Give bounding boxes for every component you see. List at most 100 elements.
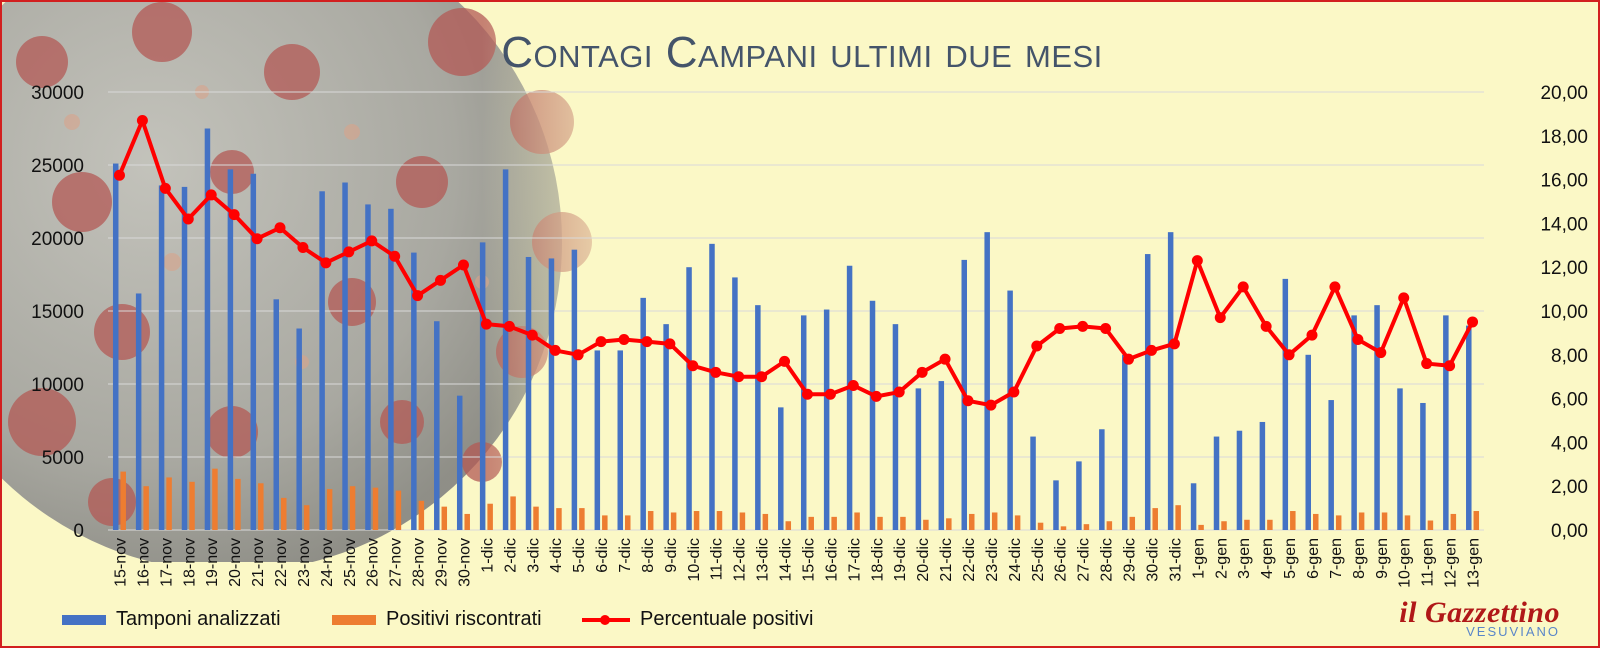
bar-positivi [1313, 513, 1319, 530]
bar-positivi [1106, 521, 1113, 530]
legend-swatch-orange [332, 614, 376, 625]
x-tick-label: 10-gen [1397, 538, 1414, 588]
bar-tamponi [869, 300, 876, 530]
bar-positivi [303, 505, 310, 530]
bar-positivi [946, 518, 952, 530]
bar-positivi [235, 478, 241, 530]
bar-positivi [1037, 522, 1044, 530]
point-percentuale [756, 371, 768, 383]
point-percentuale [664, 338, 676, 350]
bar-positivi [1060, 526, 1067, 530]
x-tick-label: 17-nov [158, 538, 175, 587]
bar-tamponi [984, 232, 990, 530]
x-tick-label: 25-nov [342, 538, 359, 587]
y-right-tick-label: 12,00 [1540, 258, 1588, 279]
coronavirus-background-image [2, 2, 642, 562]
point-percentuale [503, 320, 515, 332]
x-tick-label: 6-dic [594, 538, 611, 573]
bar-tamponi [525, 256, 532, 530]
point-percentuale [228, 209, 240, 221]
x-tick-label: 15-dic [800, 538, 817, 582]
bar-tamponi [388, 208, 394, 531]
bar-tamponi [1053, 480, 1059, 530]
bar-tamponi [181, 186, 188, 530]
point-percentuale [526, 329, 538, 341]
bar-positivi [969, 513, 975, 530]
point-percentuale [962, 395, 974, 407]
point-percentuale [1444, 360, 1456, 372]
bar-tamponi [1443, 315, 1449, 530]
y-right-tick-label: 8,00 [1551, 346, 1588, 367]
point-percentuale [389, 250, 401, 262]
bar-positivi [693, 511, 700, 530]
bar-positivi [1473, 511, 1480, 530]
bar-tamponi [1144, 254, 1151, 530]
x-tick-label: 18-dic [869, 538, 886, 582]
x-tick-label: 20-dic [915, 538, 932, 582]
bar-tamponi [640, 297, 646, 530]
bar-positivi [716, 511, 723, 530]
x-tick-label: 13-dic [755, 538, 772, 582]
point-percentuale [1306, 329, 1318, 341]
x-tick-label: 5-gen [1282, 538, 1299, 579]
bar-positivi [900, 516, 906, 530]
x-tick-label: 29-nov [434, 538, 451, 587]
bar-tamponi [502, 169, 509, 530]
point-percentuale [549, 344, 561, 356]
point-percentuale [893, 386, 905, 398]
x-tick-label: 18-nov [181, 538, 198, 587]
bar-positivi [349, 486, 356, 530]
bar-positivi [762, 513, 769, 530]
bar-tamponi [938, 381, 945, 530]
x-tick-label: 21-dic [938, 538, 955, 582]
logo-main-text: il Gazzettino [1399, 596, 1560, 629]
bar-positivi [831, 516, 837, 530]
bar-positivi [1175, 505, 1181, 530]
bar-tamponi [342, 182, 348, 530]
point-percentuale [687, 360, 699, 372]
bar-positivi [670, 512, 677, 530]
point-percentuale [205, 189, 217, 201]
x-tick-label: 3-dic [525, 538, 542, 573]
point-percentuale [1191, 255, 1203, 267]
point-percentuale [1329, 281, 1341, 293]
point-percentuale [1214, 312, 1226, 324]
x-tick-label: 30-dic [1144, 538, 1161, 582]
bar-positivi [602, 515, 608, 530]
bar-tamponi [1076, 461, 1082, 530]
bar-positivi [556, 508, 562, 530]
point-percentuale [182, 213, 194, 225]
point-percentuale [159, 182, 171, 194]
bar-tamponi [250, 173, 257, 530]
bar-positivi [1358, 512, 1365, 530]
x-tick-label: 27-nov [388, 538, 405, 587]
bar-tamponi [411, 252, 417, 530]
point-percentuale [1398, 292, 1410, 304]
x-tick-label: 30-nov [456, 538, 473, 587]
x-tick-label: 26-dic [1053, 538, 1070, 582]
bar-tamponi [915, 388, 922, 530]
bar-tamponi [479, 242, 486, 530]
point-percentuale [1375, 347, 1387, 359]
bar-tamponi [1236, 430, 1243, 530]
x-tick-label: 7-gen [1328, 538, 1345, 579]
logo-sub-text: VESUVIANO [1466, 624, 1560, 639]
bar-positivi [1198, 524, 1204, 530]
x-tick-label: 2-gen [1213, 538, 1230, 579]
bar-tamponi [663, 324, 669, 530]
bar-tamponi [1328, 400, 1334, 530]
legend-item-positivi: Positivi riscontrati [332, 608, 542, 631]
point-percentuale [824, 388, 836, 400]
y-right-tick-label: 16,00 [1540, 171, 1588, 192]
point-percentuale [366, 235, 378, 247]
bar-positivi [877, 516, 883, 530]
x-tick-label: 6-gen [1305, 538, 1322, 579]
point-percentuale [595, 336, 607, 348]
point-percentuale [435, 274, 447, 286]
bar-tamponi [135, 293, 142, 530]
bar-tamponi [365, 204, 371, 531]
bar-positivi [120, 471, 126, 530]
y-left-tick-label: 5000 [42, 448, 84, 469]
y-left-tick-label: 25000 [31, 156, 84, 177]
